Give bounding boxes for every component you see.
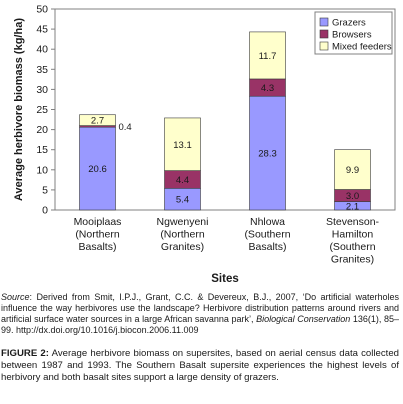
y-tick-label: 45 [36, 24, 48, 36]
source-text-after: 136(1), 85–99. http://dx.doi.org/10.1016… [1, 314, 399, 335]
x-category-label: (Southern [329, 241, 375, 253]
legend-label: Mixed feeders [332, 42, 392, 53]
y-axis-title: Average herbivore biomass (kg/ha) [13, 18, 25, 201]
y-tick-label: 10 [36, 164, 48, 176]
x-category-label: Nhlowa [250, 216, 285, 228]
x-category-label: (Northern [160, 229, 205, 241]
x-axis-title: Sites [211, 273, 239, 285]
y-tick-label: 40 [36, 44, 48, 56]
x-category-label: Mooiplaas [74, 216, 122, 228]
x-category-label: (Southern [244, 229, 290, 241]
data-label: 11.7 [259, 51, 277, 62]
data-label: 4.3 [261, 83, 274, 94]
legend-label: Browsers [332, 30, 372, 41]
y-tick-label: 0 [42, 205, 48, 217]
bar-segment-mixed-feeders [164, 117, 201, 171]
legend-swatch [319, 29, 329, 39]
y-tick-label: 50 [36, 4, 48, 16]
data-label: 28.3 [258, 149, 277, 160]
caption-text: Average herbivore biomass on supersites,… [1, 348, 399, 383]
caption-label: FIGURE 2: [1, 348, 49, 359]
source-note: Source: Derived from Smit, I.P.J., Grant… [1, 292, 399, 336]
data-label: 13.1 [173, 140, 192, 151]
data-label: 2.1 [346, 201, 359, 212]
legend-swatch [319, 17, 329, 27]
y-tick-label: 30 [36, 84, 48, 96]
bar-segment-grazers [79, 126, 116, 211]
x-category-label: Ngwenyeni [157, 216, 209, 228]
data-label: 2.7 [91, 116, 104, 127]
y-tick-label: 5 [42, 184, 48, 196]
legend-label: Grazers [332, 18, 366, 29]
y-tick-label: 35 [36, 64, 48, 76]
legend-swatch [319, 41, 329, 51]
data-label: 20.6 [88, 164, 107, 175]
bar-segment-mixed-feeders [334, 149, 371, 190]
data-label: 0.4 [119, 122, 132, 133]
y-tick-label: 15 [36, 144, 48, 156]
bar-segment-mixed-feeders [79, 114, 116, 126]
x-category-label: Basalts) [79, 241, 117, 253]
source-label: Source [1, 292, 30, 302]
x-category-label: Stevenson- [326, 216, 380, 228]
bar-segment-grazers [249, 95, 286, 211]
x-category-label: Basalts) [249, 241, 287, 253]
source-journal: Biological Conservation [256, 314, 351, 324]
stacked-bar-chart: 0 5 10 15 20 25 30 35 40 45 50 Average herbivore bi… [13, 4, 396, 285]
source-text-before: : Derived from Smit, I.P.J., Grant, C.C.… [1, 292, 399, 324]
x-category-label: Hamilton [332, 229, 374, 241]
chart-figure: 0 5 10 15 20 25 30 35 40 45 50 Average herbivore bi… [13, 4, 396, 285]
data-label: 9.9 [346, 165, 359, 176]
data-label: 5.4 [176, 195, 189, 206]
x-category-label: Granites) [161, 241, 204, 253]
y-tick-label: 20 [36, 124, 48, 136]
bar-segment-mixed-feeders [249, 31, 286, 80]
x-category-label: (Northern [75, 229, 120, 241]
data-label: 3.0 [346, 191, 359, 202]
data-label: 4.4 [176, 175, 189, 186]
y-tick-label: 25 [36, 104, 48, 116]
figure-caption: FIGURE 2: Average herbivore biomass on s… [1, 348, 399, 384]
x-category-label: Granites) [331, 254, 374, 266]
